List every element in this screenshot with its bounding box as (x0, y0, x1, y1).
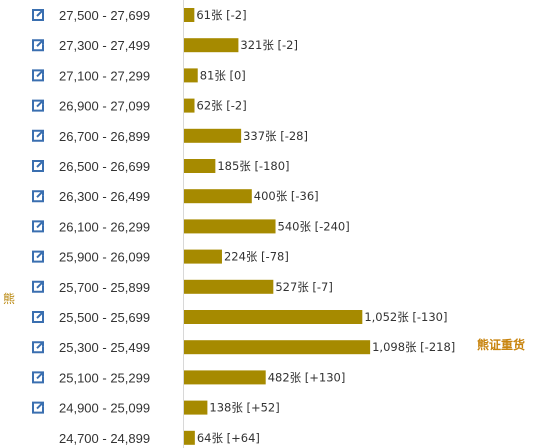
range-label: 25,700 - 25,899 (59, 280, 150, 295)
bar (184, 249, 222, 264)
bar-value-label: 1,098张 [-218] (372, 340, 455, 354)
bar-value-label: 321张 [-2] (240, 38, 298, 52)
bar-value-label: 400张 [-36] (254, 189, 319, 203)
range-label: 25,500 - 25,699 (59, 310, 150, 325)
bar-value-label: 62张 [-2] (197, 99, 247, 113)
bar (184, 38, 239, 53)
range-label: 26,500 - 26,699 (59, 159, 150, 174)
bar-value-label: 64张 [+64] (197, 431, 260, 445)
bar-value-label: 1,052张 [-130] (364, 310, 447, 324)
external-link-icon[interactable] (32, 220, 44, 233)
bar (184, 8, 195, 22)
bar (184, 159, 216, 173)
external-link-icon[interactable] (32, 311, 44, 323)
bar-value-label: 138张 [+52] (209, 401, 279, 415)
bar (184, 128, 242, 143)
external-link-icon[interactable] (32, 69, 44, 82)
external-link-icon[interactable] (32, 160, 44, 172)
external-link-icon[interactable] (32, 99, 44, 112)
bar-value-label: 185张 [-180] (217, 159, 289, 173)
bar-value-label: 527张 [-7] (275, 280, 333, 294)
external-link-icon[interactable] (32, 401, 44, 414)
bar (184, 340, 371, 355)
external-link-icon[interactable] (32, 39, 44, 52)
bar-value-label: 482张 [+130] (268, 370, 346, 384)
callout-label: 熊证重货 (477, 337, 525, 352)
bar (184, 68, 198, 83)
range-label: 26,100 - 26,299 (59, 219, 150, 234)
range-label: 27,300 - 27,499 (59, 38, 150, 53)
chart-rows: 27,500 - 27,699 61张 [-2] 27,300 - 27,499 32… (32, 8, 455, 446)
bar-value-label: 61张 [-2] (196, 8, 246, 22)
bar-value-label: 540张 [-240] (278, 219, 350, 233)
bar (184, 219, 276, 234)
bar (184, 370, 266, 385)
range-label: 26,300 - 26,499 (59, 189, 150, 204)
external-link-icon[interactable] (32, 371, 44, 384)
bar (184, 430, 195, 445)
range-label: 26,900 - 27,099 (59, 99, 150, 114)
external-link-icon[interactable] (32, 250, 44, 263)
bar (184, 310, 363, 324)
side-label: 熊 (3, 291, 15, 306)
external-link-icon[interactable] (32, 341, 44, 354)
external-link-icon[interactable] (32, 190, 44, 203)
bar (184, 400, 208, 415)
bar (184, 279, 274, 294)
bar-value-label: 224张 [-78] (224, 250, 289, 264)
range-label: 26,700 - 26,899 (59, 129, 150, 144)
external-link-icon[interactable] (32, 9, 44, 21)
range-label: 25,300 - 25,499 (59, 340, 150, 355)
range-label: 24,900 - 25,099 (59, 401, 150, 416)
bar-value-label: 81张 [0] (200, 68, 246, 82)
bar-value-label: 337张 [-28] (243, 129, 308, 143)
range-label: 27,500 - 27,699 (59, 8, 150, 23)
range-label: 27,100 - 27,299 (59, 68, 150, 83)
range-label: 24,700 - 24,899 (59, 431, 150, 446)
bar (184, 98, 195, 113)
range-label: 25,900 - 26,099 (59, 250, 150, 265)
external-link-icon[interactable] (32, 280, 44, 293)
external-link-icon[interactable] (32, 129, 44, 142)
range-label: 25,100 - 25,299 (59, 370, 150, 385)
bar (184, 189, 252, 204)
